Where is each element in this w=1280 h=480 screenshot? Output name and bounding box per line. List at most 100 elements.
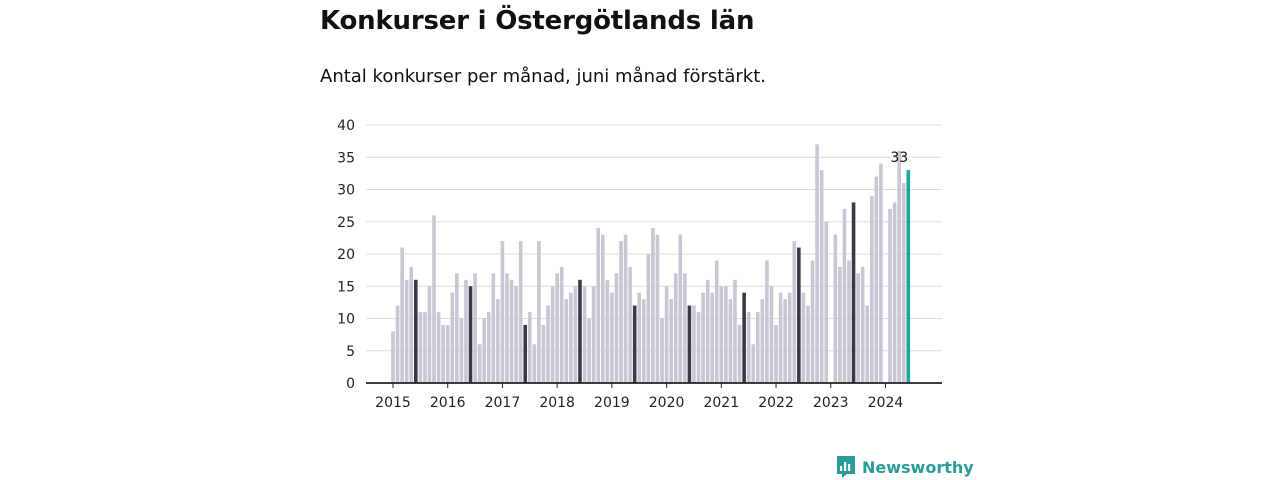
bar: [646, 254, 651, 383]
x-tick-label: 2021: [703, 395, 739, 411]
bar: [714, 260, 719, 383]
bar: [687, 305, 692, 383]
bar: [860, 266, 865, 383]
bar: [559, 266, 564, 383]
bar: [455, 273, 459, 383]
bar: [537, 241, 541, 383]
bar: [660, 318, 664, 383]
bar: [445, 324, 450, 383]
page-subtitle: Antal konkurser per månad, juni månad fö…: [320, 66, 766, 87]
y-tick-label: 35: [337, 150, 355, 166]
bar: [901, 183, 906, 383]
bar: [833, 234, 838, 383]
bar: [600, 234, 605, 383]
bar: [888, 208, 892, 383]
bar: [564, 299, 569, 383]
y-tick-label: 0: [346, 376, 355, 392]
bar: [523, 324, 528, 383]
bar: [514, 286, 518, 383]
bar: [473, 273, 477, 383]
bar: [673, 273, 678, 383]
bar: [441, 324, 445, 383]
bar: [733, 279, 737, 383]
bar: [819, 170, 824, 383]
x-tick-label: 2024: [868, 395, 904, 411]
bar: [418, 312, 423, 383]
bar: [491, 273, 496, 383]
bars: [391, 144, 911, 383]
bar: [391, 331, 395, 383]
bar: [765, 260, 769, 383]
bar: [404, 279, 409, 383]
bar: [619, 241, 623, 383]
bar: [824, 221, 828, 383]
bar: [669, 299, 673, 383]
bar: [637, 292, 642, 383]
bar: [496, 299, 500, 383]
bar: [870, 195, 874, 383]
bar: [746, 312, 751, 383]
bar: [459, 318, 464, 383]
bar: [692, 305, 696, 383]
bar: [587, 318, 591, 383]
bar: [614, 273, 619, 383]
bar: [696, 312, 701, 383]
bar: [678, 234, 683, 383]
x-tick-label: 2016: [430, 395, 466, 411]
bar: [610, 292, 614, 383]
bar: [569, 292, 573, 383]
bar: [756, 312, 760, 383]
bar: [550, 286, 555, 383]
bar: [605, 279, 610, 383]
bar: [856, 273, 860, 383]
bar: [651, 228, 655, 383]
bar: [847, 260, 851, 383]
page-title: Konkurser i Östergötlands län: [320, 6, 755, 36]
x-tick-label: 2023: [813, 395, 849, 411]
bar: [414, 279, 418, 383]
bar: [482, 318, 486, 383]
bar: [518, 241, 523, 383]
bar-chart-speech-bubble-icon: [837, 456, 855, 478]
bar: [509, 279, 514, 383]
bar: [591, 286, 596, 383]
bar: [769, 286, 774, 383]
bar: [409, 266, 414, 383]
bar: [897, 150, 901, 383]
bar: [801, 292, 806, 383]
bar: [450, 292, 455, 383]
y-tick-label: 20: [337, 247, 355, 263]
x-axis-ticks: 2015 2016 2017 2018 2019 2020 2021 2022 2023 2024: [375, 383, 903, 411]
bar: [815, 144, 819, 383]
y-tick-label: 5: [346, 344, 355, 360]
bar: [742, 292, 746, 383]
bar: [778, 292, 783, 383]
bar: [400, 247, 404, 383]
bar: [874, 176, 879, 383]
bar: [719, 286, 724, 383]
bar: [683, 273, 687, 383]
bar: [477, 344, 482, 383]
bar: [737, 324, 742, 383]
bar: [797, 247, 801, 383]
bar: [541, 324, 546, 383]
bar: [464, 279, 468, 383]
bar: [555, 273, 559, 383]
x-tick-label: 2019: [594, 395, 630, 411]
bar: [710, 292, 714, 383]
bar: [546, 305, 550, 383]
bar: [395, 305, 400, 383]
y-tick-label: 40: [337, 118, 355, 134]
bar: [810, 260, 815, 383]
y-tick-label: 30: [337, 183, 355, 199]
bar: [505, 273, 509, 383]
bar: [842, 208, 847, 383]
bar: [432, 215, 436, 383]
bar: [642, 299, 646, 383]
y-tick-label: 25: [337, 215, 355, 231]
latest-value-label: 33: [890, 150, 908, 166]
bar: [728, 299, 733, 383]
bar: [596, 228, 600, 383]
bar: [724, 286, 728, 383]
bar: [838, 266, 842, 383]
